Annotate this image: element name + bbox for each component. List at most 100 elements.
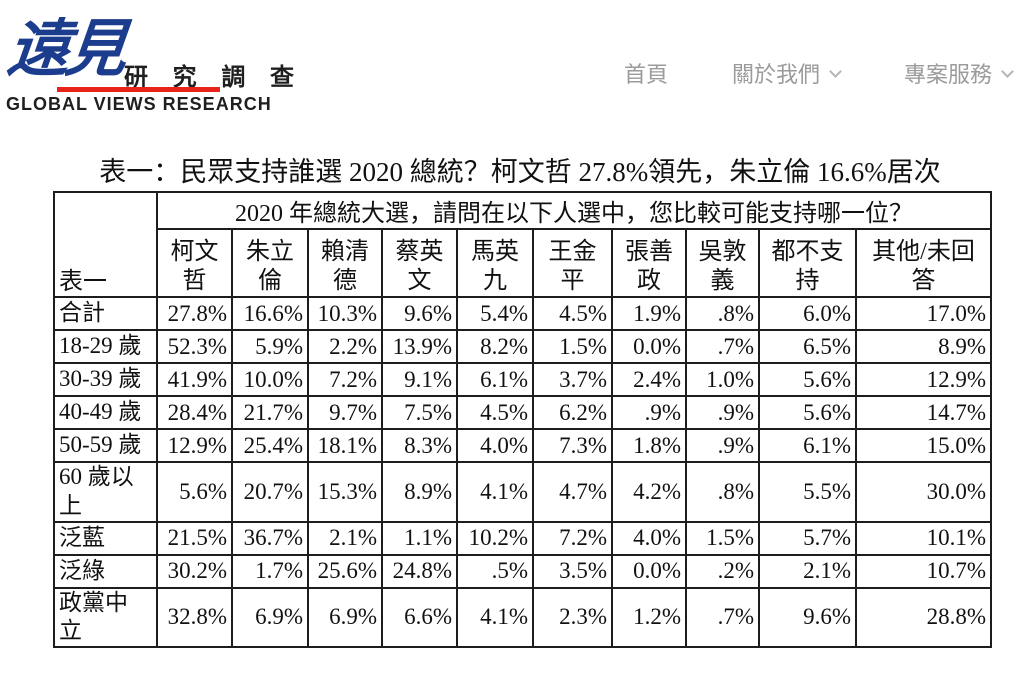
row-label: 30-39 歲 bbox=[53, 362, 158, 397]
value-cell: 4.1% bbox=[456, 586, 534, 648]
value-cell: 21.7% bbox=[231, 395, 309, 430]
value-cell: .9% bbox=[685, 428, 760, 463]
value-cell: 5.7% bbox=[758, 520, 857, 556]
corner-label: 表一 bbox=[53, 191, 158, 298]
nav-item-about[interactable]: 關於我們 bbox=[731, 57, 842, 89]
value-cell: 2.4% bbox=[611, 362, 687, 397]
row-label: 60 歲以 上 bbox=[53, 461, 158, 523]
value-cell: 16.6% bbox=[231, 296, 309, 331]
nav-item-label: 首頁 bbox=[623, 62, 668, 87]
value-cell: 4.0% bbox=[456, 428, 534, 463]
column-header: 王金平 bbox=[532, 228, 613, 298]
value-cell: 7.5% bbox=[381, 395, 458, 430]
column-header: 賴清 德 bbox=[307, 228, 383, 298]
nav-item-services[interactable]: 專案服務 bbox=[903, 57, 1014, 89]
value-cell: 52.3% bbox=[156, 329, 233, 364]
value-cell: 4.5% bbox=[456, 395, 534, 430]
logo-brand-cn: 遠見 bbox=[4, 12, 126, 85]
chevron-down-icon bbox=[829, 64, 842, 78]
value-cell: .8% bbox=[685, 461, 760, 523]
value-cell: 6.1% bbox=[456, 362, 534, 397]
value-cell: 15.0% bbox=[854, 428, 993, 463]
value-cell: .7% bbox=[685, 329, 760, 364]
nav-item-label: 專案服務 bbox=[903, 62, 992, 87]
table-row: 18-29 歲 52.3% 5.9% 2.2% 13.9% 8.2% 1.5% 0.0% .7%… bbox=[53, 329, 993, 364]
value-cell: 14.7% bbox=[854, 395, 993, 430]
value-cell: 4.1% bbox=[456, 461, 534, 523]
value-cell: 2.1% bbox=[758, 553, 857, 589]
value-cell: 21.5% bbox=[156, 520, 233, 556]
value-cell: .5% bbox=[456, 553, 534, 589]
table-row: 50-59 歲 12.9% 25.4% 18.1% 8.3% 4.0% 7.3% 1.8% .9… bbox=[53, 428, 993, 463]
nav-item-home[interactable]: 首頁 bbox=[624, 57, 668, 89]
value-cell: 6.6% bbox=[381, 586, 458, 648]
column-header: 吳敦 義 bbox=[685, 228, 760, 298]
value-cell: 2.2% bbox=[307, 329, 383, 364]
value-cell: 6.1% bbox=[758, 428, 857, 463]
table-row: 60 歲以 上 5.6% 20.7% 15.3% 8.9% 4.1% 4.7% 4.2% .8%… bbox=[53, 461, 993, 523]
column-header: 朱立倫 bbox=[231, 228, 309, 298]
value-cell: 25.6% bbox=[307, 553, 383, 589]
logo-red-bar bbox=[57, 87, 220, 92]
value-cell: 2.1% bbox=[307, 520, 383, 556]
value-cell: 10.7% bbox=[854, 553, 993, 589]
value-cell: 1.7% bbox=[231, 553, 309, 589]
row-label: 18-29 歲 bbox=[53, 329, 158, 364]
value-cell: .2% bbox=[685, 553, 760, 589]
value-cell: 2.3% bbox=[532, 586, 613, 648]
value-cell: 3.7% bbox=[532, 362, 613, 397]
value-cell: 5.6% bbox=[156, 461, 233, 523]
value-cell: 5.9% bbox=[231, 329, 309, 364]
value-cell: 41.9% bbox=[156, 362, 233, 397]
value-cell: 1.5% bbox=[685, 520, 760, 556]
value-cell: 1.8% bbox=[611, 428, 687, 463]
value-cell: .9% bbox=[611, 395, 687, 430]
value-cell: 4.5% bbox=[532, 296, 613, 331]
value-cell: 7.3% bbox=[532, 428, 613, 463]
row-label: 50-59 歲 bbox=[53, 428, 158, 463]
value-cell: 15.3% bbox=[307, 461, 383, 523]
table-row: 政黨中 立 32.8% 6.9% 6.9% 6.6% 4.1% 2.3% 1.2% .7% 9.6… bbox=[53, 586, 993, 648]
value-cell: .7% bbox=[685, 586, 760, 648]
value-cell: 8.2% bbox=[456, 329, 534, 364]
value-cell: 13.9% bbox=[381, 329, 458, 364]
value-cell: 28.8% bbox=[854, 586, 993, 648]
table-row: 40-49 歲 28.4% 21.7% 9.7% 7.5% 4.5% 6.2% .9% .9% 5… bbox=[53, 395, 993, 430]
value-cell: 0.0% bbox=[611, 329, 687, 364]
value-cell: 27.8% bbox=[156, 296, 233, 331]
poll-table: 表一 2020 年總統大選，請問在以下人選中，您比較可能支持哪一位？ 柯文 哲朱… bbox=[53, 191, 993, 648]
value-cell: 1.5% bbox=[532, 329, 613, 364]
column-header: 馬英 九 bbox=[456, 228, 534, 298]
table-title: 表一：民眾支持誰選 2020 總統？柯文哲 27.8%領先，朱立倫 16.6%居… bbox=[99, 157, 941, 187]
column-header: 蔡英 文 bbox=[381, 228, 458, 298]
column-header: 柯文 哲 bbox=[156, 228, 233, 298]
logo-brand-suffix: 研 究 調 查 bbox=[124, 64, 304, 91]
logo-brand-en: GLOBAL VIEWS RESEARCH bbox=[6, 94, 272, 114]
value-cell: .9% bbox=[685, 395, 760, 430]
value-cell: 24.8% bbox=[381, 553, 458, 589]
table-row: 合計 27.8% 16.6% 10.3% 9.6% 5.4% 4.5% 1.9% .8% 6.0%… bbox=[53, 296, 993, 331]
value-cell: .8% bbox=[685, 296, 760, 331]
value-cell: 9.6% bbox=[758, 586, 857, 648]
value-cell: 20.7% bbox=[231, 461, 309, 523]
value-cell: 9.7% bbox=[307, 395, 383, 430]
main-nav: 首頁 關於我們 專案服務 bbox=[624, 57, 1014, 89]
value-cell: 4.2% bbox=[611, 461, 687, 523]
table-row: 30-39 歲 41.9% 10.0% 7.2% 9.1% 6.1% 3.7% 2.4% 1.0… bbox=[53, 362, 993, 397]
value-cell: 36.7% bbox=[231, 520, 309, 556]
table-question: 2020 年總統大選，請問在以下人選中，您比較可能支持哪一位？ bbox=[155, 191, 993, 230]
value-cell: 9.1% bbox=[381, 362, 458, 397]
value-cell: 5.5% bbox=[758, 461, 857, 523]
value-cell: 6.2% bbox=[532, 395, 613, 430]
nav-item-label: 關於我們 bbox=[731, 62, 820, 87]
value-cell: 8.9% bbox=[381, 461, 458, 523]
question-header-row: 表一 2020 年總統大選，請問在以下人選中，您比較可能支持哪一位？ bbox=[53, 191, 993, 298]
column-header: 其他/未回 答 bbox=[854, 228, 993, 298]
value-cell: 4.7% bbox=[532, 461, 613, 523]
row-label: 泛藍 bbox=[53, 520, 158, 556]
value-cell: 5.6% bbox=[758, 362, 857, 397]
value-cell: 10.0% bbox=[231, 362, 309, 397]
row-label: 政黨中 立 bbox=[53, 586, 158, 648]
column-header: 張善 政 bbox=[611, 228, 687, 298]
